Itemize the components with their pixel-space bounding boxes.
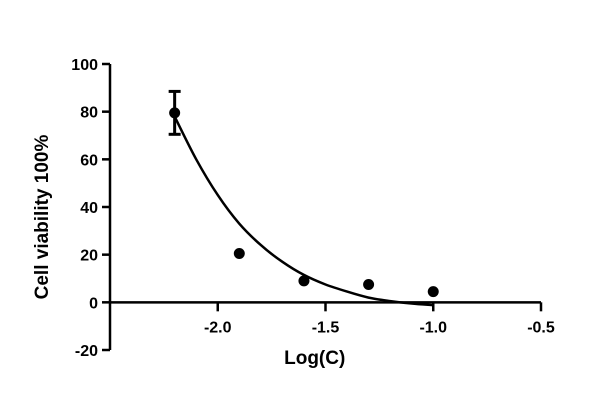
y-tick-label: 40	[80, 200, 98, 217]
ticks: -20 0 20 40 60 80 100 -2.0 -1.5 -1.0 -0.5	[71, 57, 555, 360]
data-point	[298, 275, 310, 287]
data-point	[363, 278, 375, 290]
fit-curve	[173, 115, 434, 307]
data-point	[427, 286, 439, 298]
y-tick-label: 60	[80, 152, 98, 169]
fit-curve-group	[173, 115, 434, 307]
x-tick-label: -0.5	[527, 319, 555, 336]
x-tick-label: -1.5	[312, 319, 340, 336]
y-tick-label: 100	[71, 57, 98, 74]
x-tick-label: -1.0	[419, 319, 447, 336]
y-axis-label: Cell viability 100%	[32, 135, 53, 300]
y-tick-label: 80	[80, 105, 98, 122]
y-tick-label: 0	[89, 295, 98, 312]
data-points	[168, 89, 439, 298]
data-point	[169, 107, 181, 119]
y-tick-label: 20	[80, 248, 98, 265]
data-point	[233, 247, 245, 259]
x-axis-label: Log(C)	[284, 348, 345, 369]
x-tick-label: -2.0	[204, 319, 232, 336]
y-tick-label: -20	[75, 343, 98, 360]
